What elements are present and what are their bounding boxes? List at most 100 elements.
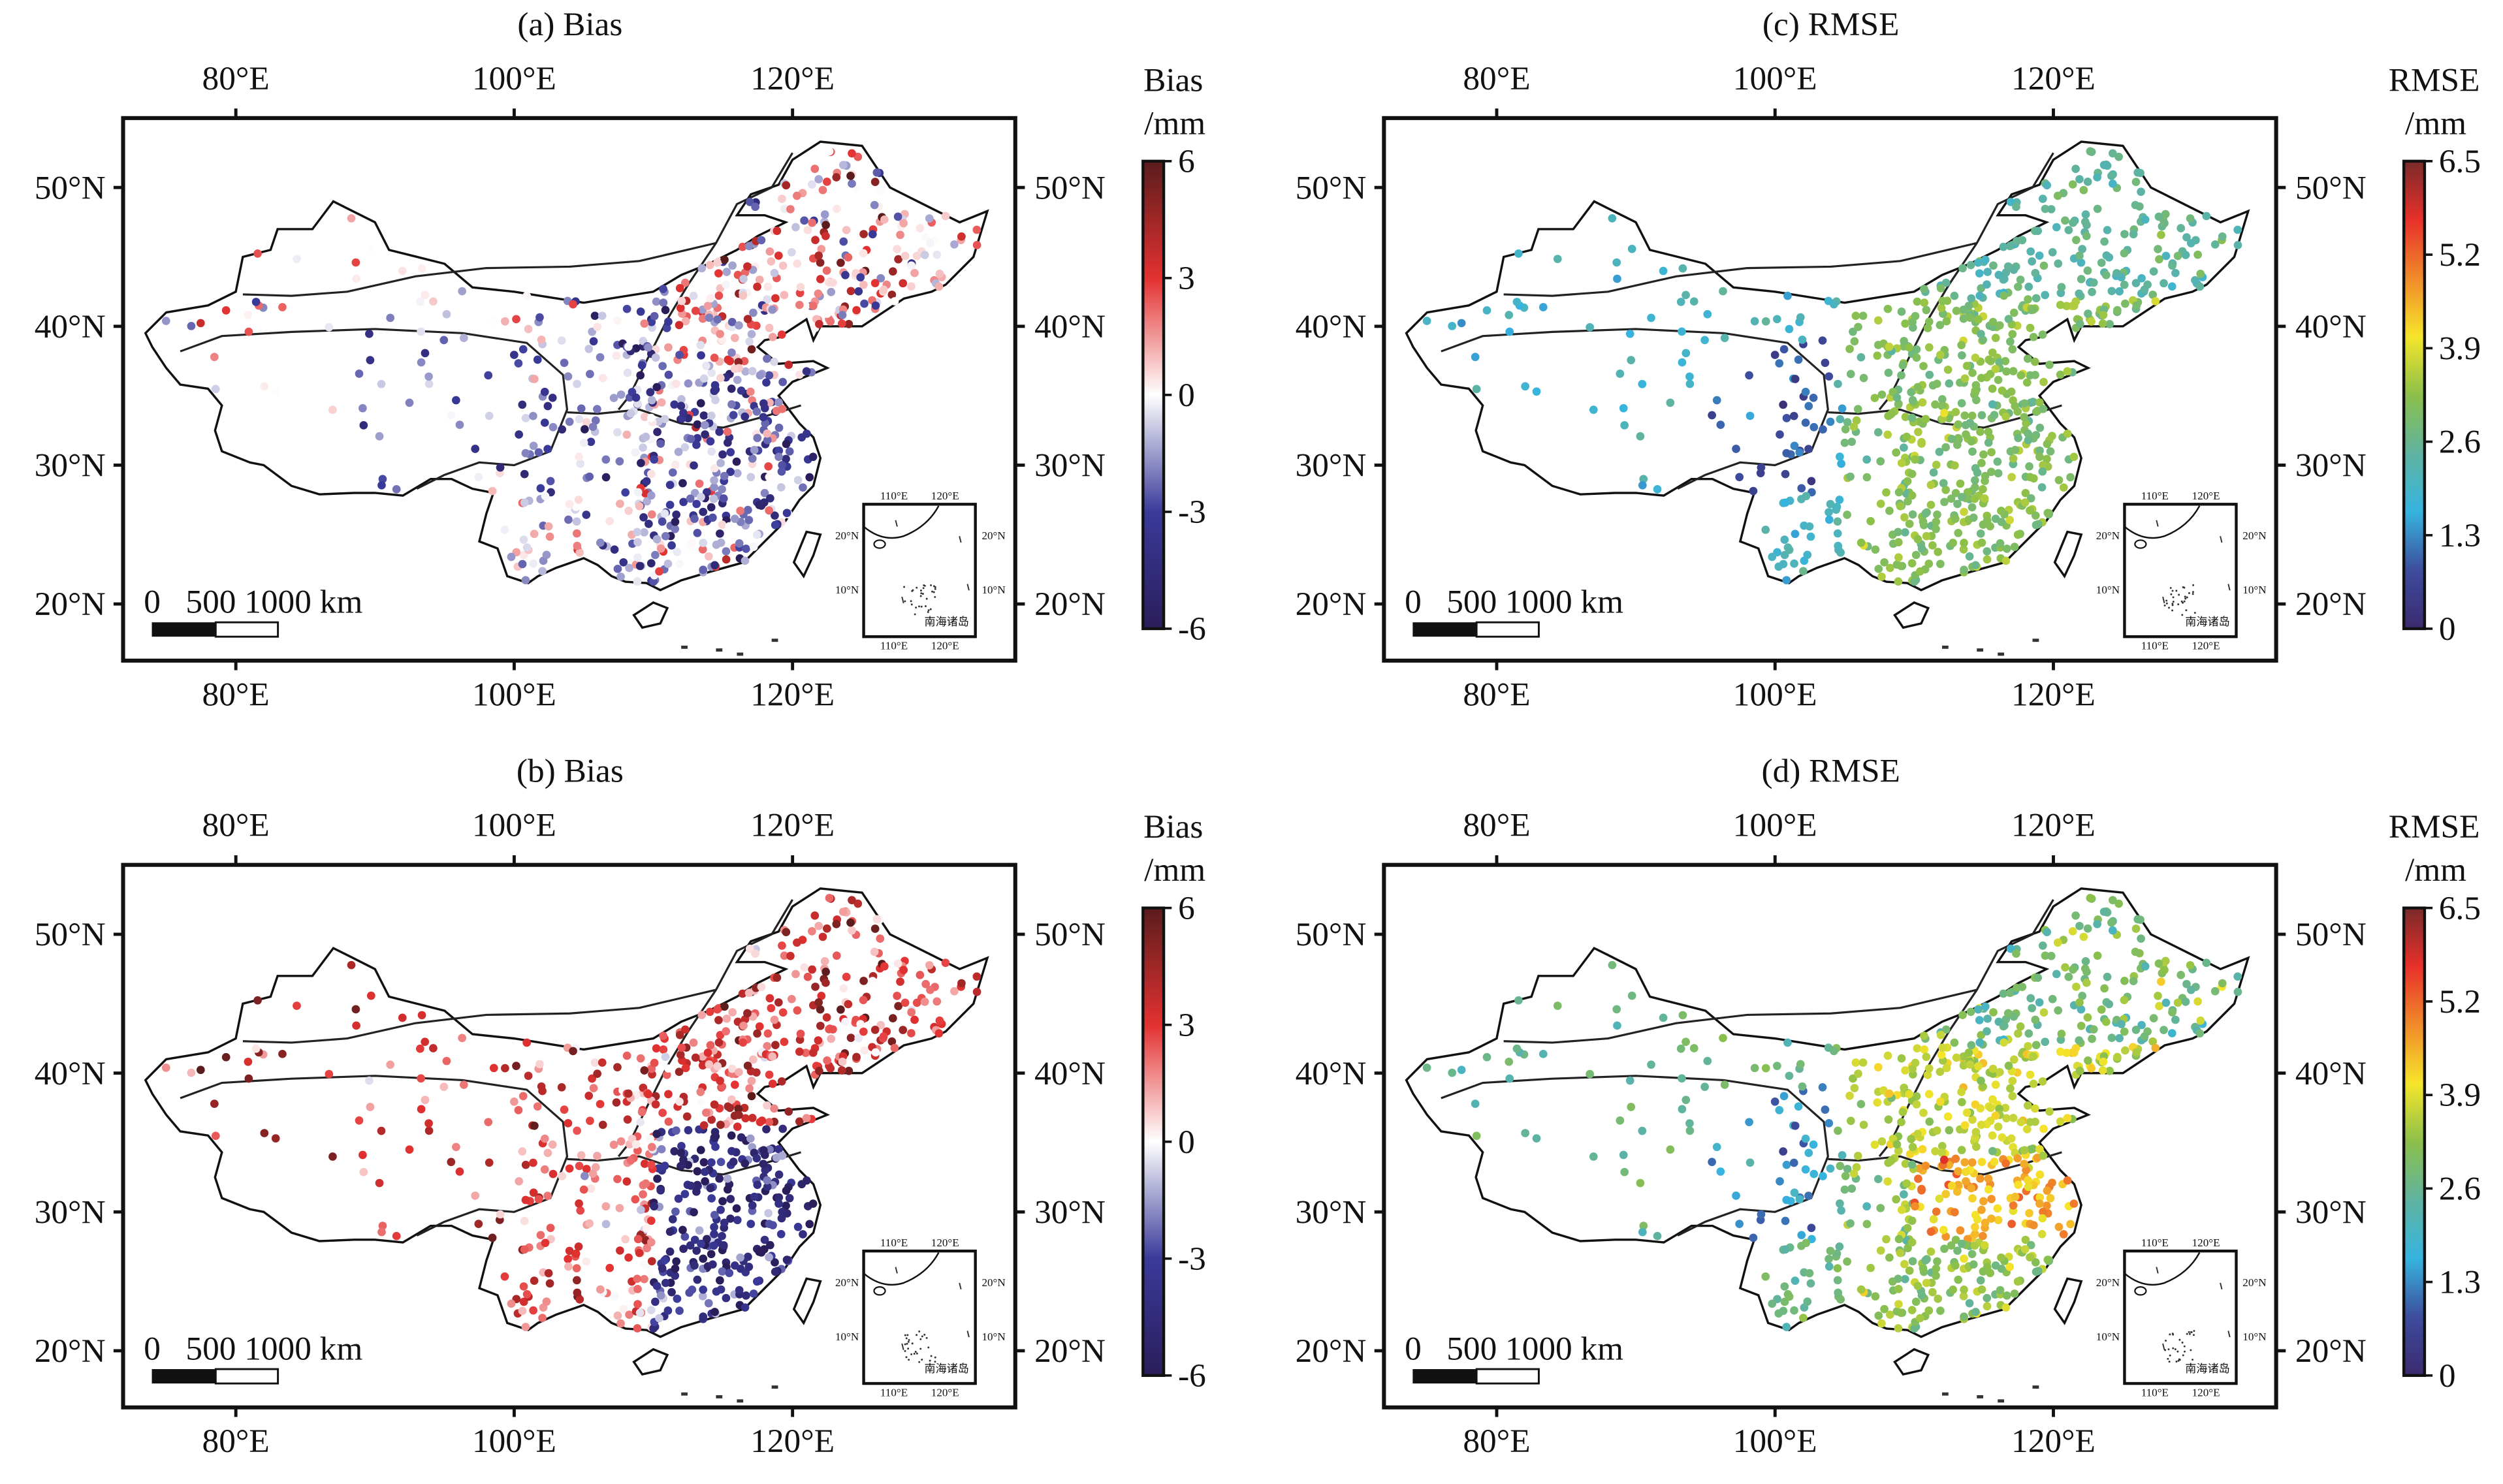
station-point (1917, 1186, 1926, 1195)
station-point (1971, 1210, 1980, 1220)
station-point (1921, 509, 1930, 518)
station-point (325, 323, 334, 332)
station-point (1917, 1291, 1926, 1300)
station-point (763, 1029, 773, 1038)
station-point (633, 577, 642, 586)
station-point (718, 520, 727, 529)
station-point (832, 204, 841, 213)
station-point (2063, 1114, 2072, 1122)
station-point (485, 1158, 494, 1167)
station-point (763, 295, 772, 304)
station-point (1921, 1255, 1930, 1265)
station-point (1735, 473, 1744, 482)
taiwan-outline (792, 1277, 822, 1325)
station-point (1981, 1218, 1990, 1227)
station-point (1873, 1175, 1883, 1184)
station-point (518, 400, 527, 409)
station-point (2016, 276, 2025, 284)
station-point (1619, 403, 1628, 413)
station-point (1845, 1091, 1854, 1100)
station-point (660, 509, 669, 518)
station-point (2131, 924, 2141, 933)
inset-island (2184, 597, 2187, 600)
station-point (633, 1300, 642, 1308)
station-point (1907, 559, 1917, 568)
inset-island (915, 607, 917, 609)
inset-island (2182, 601, 2184, 604)
station-point (1826, 499, 1835, 509)
station-point (817, 991, 826, 1000)
inset-coastline (2124, 1252, 2201, 1286)
station-point (1801, 418, 1810, 427)
station-point (714, 269, 723, 278)
station-point (1505, 1057, 1514, 1066)
station-point (585, 472, 594, 481)
station-point (366, 1103, 375, 1111)
station-point (2017, 1118, 2026, 1127)
station-point (814, 251, 823, 260)
station-point (1968, 411, 1977, 420)
station-point (876, 187, 885, 197)
inset-hainan (2134, 539, 2147, 549)
station-point (1873, 1098, 1882, 1107)
station-point (1971, 1229, 1979, 1239)
station-point (1746, 1158, 1755, 1167)
station-point (509, 351, 518, 359)
inset-island (2167, 1357, 2169, 1360)
station-point (854, 287, 863, 296)
station-point (2026, 1118, 2035, 1127)
station-point (710, 476, 718, 485)
station-point (827, 287, 836, 296)
station-point (519, 535, 528, 544)
station-point (1676, 1044, 1685, 1053)
station-point (1922, 531, 1931, 541)
station-point (2052, 223, 2061, 232)
station-point (1925, 1117, 1934, 1126)
station-point (876, 274, 885, 283)
station-point (590, 311, 599, 321)
station-point (2000, 291, 2008, 300)
region-boundary (180, 328, 569, 490)
station-point (2149, 267, 2158, 276)
inset-island (2165, 602, 2168, 605)
station-point (663, 560, 673, 568)
station-point (1902, 432, 1911, 441)
station-point (1954, 1167, 1963, 1176)
station-point (2084, 309, 2092, 318)
station-point (1940, 1244, 1949, 1254)
station-point (652, 297, 661, 306)
station-point (2008, 1077, 2017, 1085)
station-point (729, 411, 738, 420)
station-point (777, 1077, 786, 1086)
station-point (210, 1099, 219, 1108)
inset-island (2177, 1359, 2180, 1362)
station-point (1833, 529, 1842, 538)
station-point (660, 1161, 669, 1171)
station-point (1783, 543, 1793, 552)
station-point (728, 1008, 737, 1017)
station-point (1678, 1011, 1687, 1020)
station-point (756, 1118, 765, 1127)
station-point (641, 432, 650, 441)
station-point (1448, 1068, 1457, 1077)
station-point (579, 1185, 588, 1194)
station-point (1791, 1121, 1800, 1130)
station-point (521, 1323, 530, 1331)
station-point (1833, 1276, 1842, 1285)
station-point (707, 447, 716, 456)
station-point (2097, 1005, 2106, 1014)
station-point (727, 1064, 737, 1073)
station-point (459, 1081, 468, 1089)
station-point (1900, 528, 1909, 537)
station-point (1929, 1215, 1938, 1224)
station-point (1911, 1058, 1920, 1067)
station-point (1883, 1177, 1892, 1186)
region-boundary (1503, 242, 1977, 297)
station-point (1913, 1129, 1922, 1139)
station-point (771, 511, 779, 520)
station-point (925, 961, 934, 970)
station-point (1971, 1100, 1980, 1109)
station-point (2041, 1037, 2050, 1047)
station-point (1538, 1049, 1548, 1058)
station-point (1638, 1227, 1647, 1237)
